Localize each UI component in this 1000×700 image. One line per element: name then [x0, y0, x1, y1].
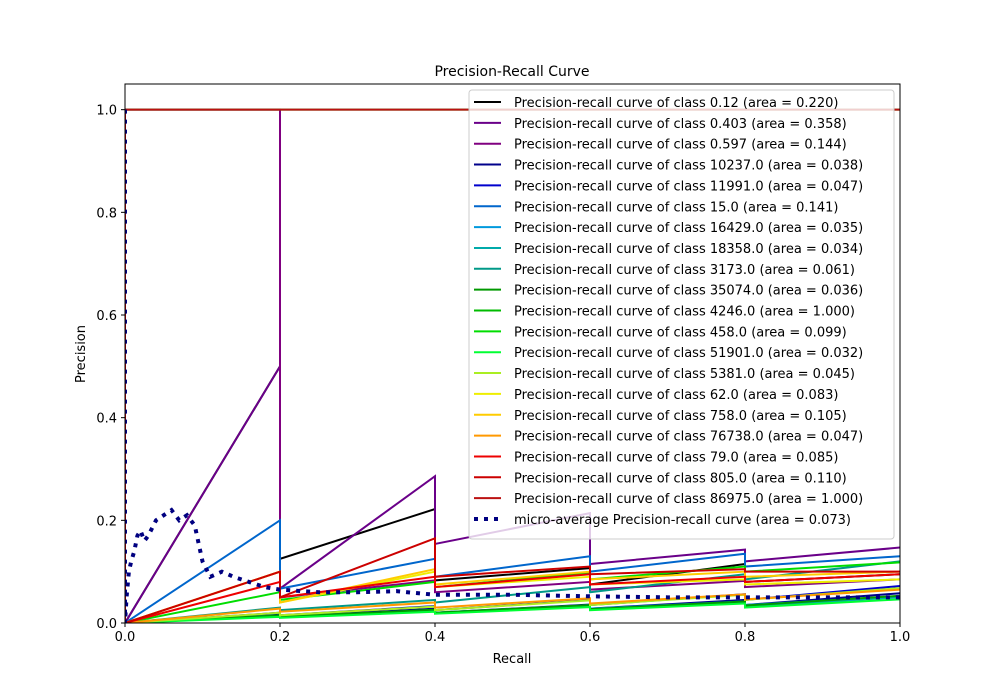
legend-label-13: Precision-recall curve of class 5381.0 (…: [514, 367, 855, 382]
y-tick-label: 0.4: [96, 412, 117, 427]
legend-label-12: Precision-recall curve of class 51901.0 …: [514, 346, 863, 361]
legend-label-1: Precision-recall curve of class 0.403 (a…: [514, 117, 847, 132]
legend-label-0: Precision-recall curve of class 0.12 (ar…: [514, 96, 838, 111]
legend-label-3: Precision-recall curve of class 10237.0 …: [514, 159, 863, 174]
legend-label-6: Precision-recall curve of class 16429.0 …: [514, 221, 863, 236]
axes-frame: [124, 83, 901, 624]
x-tick-label: 0.8: [735, 630, 756, 645]
series-lines: [125, 108, 900, 623]
legend-label-8: Precision-recall curve of class 3173.0 (…: [514, 263, 855, 278]
x-axis-ticks: 0.0 0.2 0.4 0.6 0.8 1.0: [115, 623, 911, 645]
legend-label-2: Precision-recall curve of class 0.597 (a…: [514, 138, 847, 153]
x-axis-label: Recall: [493, 652, 532, 667]
series-line-16: [125, 109, 900, 623]
chart-title: Precision-Recall Curve: [434, 64, 589, 80]
y-tick-label: 0.2: [96, 514, 117, 529]
y-axis-label: Precision: [74, 325, 89, 383]
legend-label-20: micro-average Precision-recall curve (ar…: [514, 513, 851, 528]
y-tick-label: 0.0: [96, 617, 117, 632]
legend-box: [468, 89, 895, 540]
y-tick-label: 1.0: [96, 104, 117, 119]
x-tick-label: 0.6: [580, 630, 601, 645]
legend-label-16: Precision-recall curve of class 76738.0 …: [514, 430, 863, 445]
legend-label-18: Precision-recall curve of class 805.0 (a…: [514, 471, 847, 486]
series-line-18: [125, 109, 900, 623]
series-line-17: [125, 109, 900, 623]
series-line-20: [125, 109, 900, 623]
legend-label-17: Precision-recall curve of class 79.0 (ar…: [514, 450, 838, 465]
legend-label-15: Precision-recall curve of class 758.0 (a…: [514, 409, 847, 424]
x-tick-label: 0.4: [425, 630, 446, 645]
y-tick-label: 0.6: [96, 309, 117, 324]
x-tick-label: 0.2: [270, 630, 291, 645]
x-tick-label: 0.0: [115, 630, 136, 645]
chart-legend: Precision-recall curve of class 0.12 (ar…: [468, 89, 895, 540]
y-axis-ticks: 0.0 0.2 0.4 0.6 0.8 1.0: [96, 104, 125, 632]
legend-label-9: Precision-recall curve of class 35074.0 …: [514, 284, 863, 299]
plot-area: [124, 83, 901, 624]
y-tick-label: 0.8: [96, 206, 117, 221]
legend-label-19: Precision-recall curve of class 86975.0 …: [514, 492, 863, 507]
legend-label-5: Precision-recall curve of class 15.0 (ar…: [514, 200, 838, 215]
legend-label-14: Precision-recall curve of class 62.0 (ar…: [514, 388, 838, 403]
x-tick-label: 1.0: [890, 630, 911, 645]
legend-label-11: Precision-recall curve of class 458.0 (a…: [514, 325, 847, 340]
legend-label-4: Precision-recall curve of class 11991.0 …: [514, 179, 863, 194]
legend-label-10: Precision-recall curve of class 4246.0 (…: [514, 305, 855, 320]
series-line-12: [125, 109, 900, 623]
legend-label-7: Precision-recall curve of class 18358.0 …: [514, 242, 863, 257]
